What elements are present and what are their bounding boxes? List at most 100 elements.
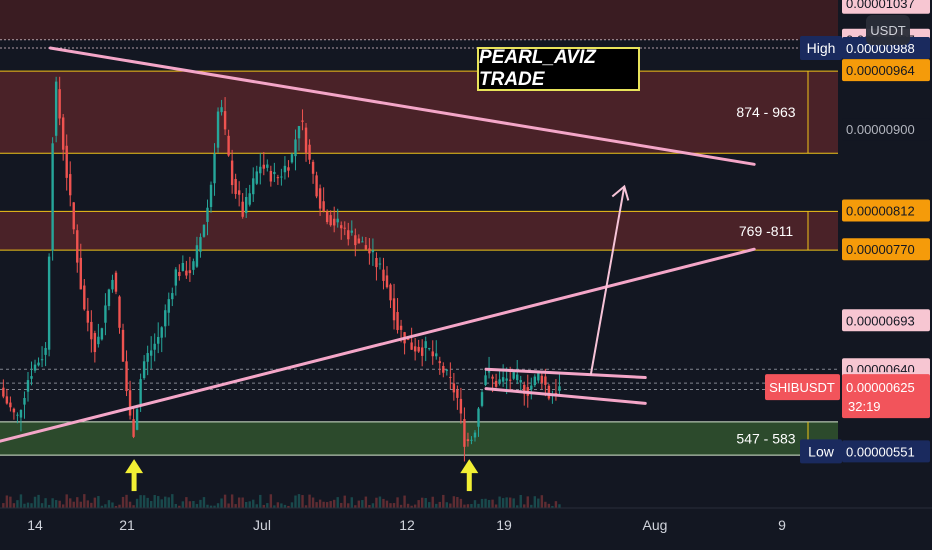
candle-body — [336, 218, 339, 223]
candle-body — [375, 258, 378, 268]
candle-body — [435, 353, 438, 357]
price-label-bg-7 — [842, 309, 930, 332]
price-label-11: 0.00000551 — [846, 444, 915, 459]
countdown-label: 32:19 — [848, 399, 881, 414]
volume-bar — [466, 504, 470, 508]
volume-bar — [473, 500, 477, 508]
time-axis[interactable]: 14 21 Jul 12 19 Aug 9 — [0, 507, 932, 550]
volume-bar — [399, 504, 403, 508]
candle-body — [202, 224, 206, 237]
candle-body — [283, 165, 287, 173]
time-tick-6: 9 — [778, 517, 786, 533]
price-tag-bg-2 — [800, 36, 842, 60]
price-tag-bg-11 — [800, 439, 842, 464]
volume-bar — [114, 505, 118, 508]
volume-bar — [378, 496, 382, 508]
candle-body — [51, 143, 54, 251]
candle-body — [111, 279, 114, 290]
volume-bar — [449, 503, 452, 508]
volume-bar — [558, 504, 561, 508]
candle-body — [248, 193, 251, 205]
candle-body — [252, 178, 255, 195]
volume-bar — [459, 498, 463, 508]
volume-bar — [477, 503, 480, 508]
candle-body — [40, 359, 44, 361]
candle-body — [146, 353, 149, 362]
volume-bar — [266, 503, 269, 508]
volume-bar — [428, 502, 431, 508]
volume-bar — [192, 500, 195, 508]
volume-bar — [47, 504, 51, 508]
volume-bar — [178, 505, 181, 508]
price-label-3: 0.00000964 — [846, 63, 915, 78]
zone-2 — [0, 421, 838, 456]
volume-bar — [280, 503, 283, 508]
candle-body — [178, 272, 181, 276]
candle-body — [160, 327, 163, 338]
volume-bar — [220, 498, 223, 508]
candle-body — [512, 372, 515, 379]
price-label-4: 0.00000900 — [846, 122, 915, 137]
candle-body — [480, 392, 484, 406]
volume-bar — [188, 501, 192, 508]
candle-body — [185, 270, 188, 276]
candle-body — [519, 380, 522, 383]
candle-body — [69, 174, 72, 196]
candle-body — [473, 432, 477, 438]
volume-bar — [364, 496, 368, 508]
candle-body — [26, 380, 30, 392]
volume-bar — [9, 496, 12, 508]
volume-bar — [206, 504, 209, 508]
volume-bar — [442, 494, 445, 508]
buy-arrow-head-1 — [460, 459, 479, 474]
candle-body — [23, 397, 26, 405]
volume-bar — [470, 504, 473, 508]
candle-body — [76, 230, 79, 263]
volume-bar — [5, 495, 9, 508]
candle-body — [304, 127, 308, 153]
volume-bar — [86, 500, 90, 508]
volume-bar — [51, 498, 54, 508]
volume-bar — [554, 501, 558, 508]
volume-bar — [297, 494, 301, 508]
candle-body — [153, 343, 156, 350]
volume-bar — [118, 504, 121, 508]
buy-arrow-head-0 — [125, 459, 144, 474]
volume-bar — [354, 505, 357, 508]
volume-bar — [283, 504, 287, 508]
candle-body — [167, 299, 170, 313]
volume-bar — [318, 499, 322, 508]
candle-body — [558, 386, 561, 391]
volume-bar — [311, 497, 315, 508]
current-price-label: 0.00000625 — [846, 380, 915, 395]
candle-body — [516, 374, 519, 381]
volume-bar — [403, 495, 406, 508]
candle-body — [125, 361, 128, 392]
volume-bar — [530, 504, 533, 508]
volume-bar — [343, 495, 346, 508]
candle-body — [410, 342, 413, 350]
currency-badge[interactable]: USDT — [866, 15, 910, 45]
candle-body — [245, 197, 248, 214]
volume-bar — [456, 496, 459, 508]
volume-bar — [304, 505, 308, 508]
target-arrow-head — [611, 184, 630, 201]
volume-bar — [26, 502, 30, 508]
zone-0 — [0, 71, 838, 154]
candle-body — [114, 272, 118, 292]
candle-body — [139, 379, 142, 404]
candle-body — [301, 120, 304, 122]
candle-body — [438, 361, 441, 364]
price-label-bg-11 — [842, 440, 930, 463]
volume-bar — [540, 495, 544, 508]
volume-bar — [259, 494, 262, 508]
candle-body — [494, 380, 498, 387]
volume-bar — [438, 501, 441, 508]
volume-bar — [223, 494, 227, 508]
candle-body — [104, 305, 107, 323]
volume-bar — [37, 494, 40, 508]
candle-body — [2, 387, 5, 397]
volume-bar — [431, 496, 434, 508]
volume-bar — [33, 496, 37, 508]
